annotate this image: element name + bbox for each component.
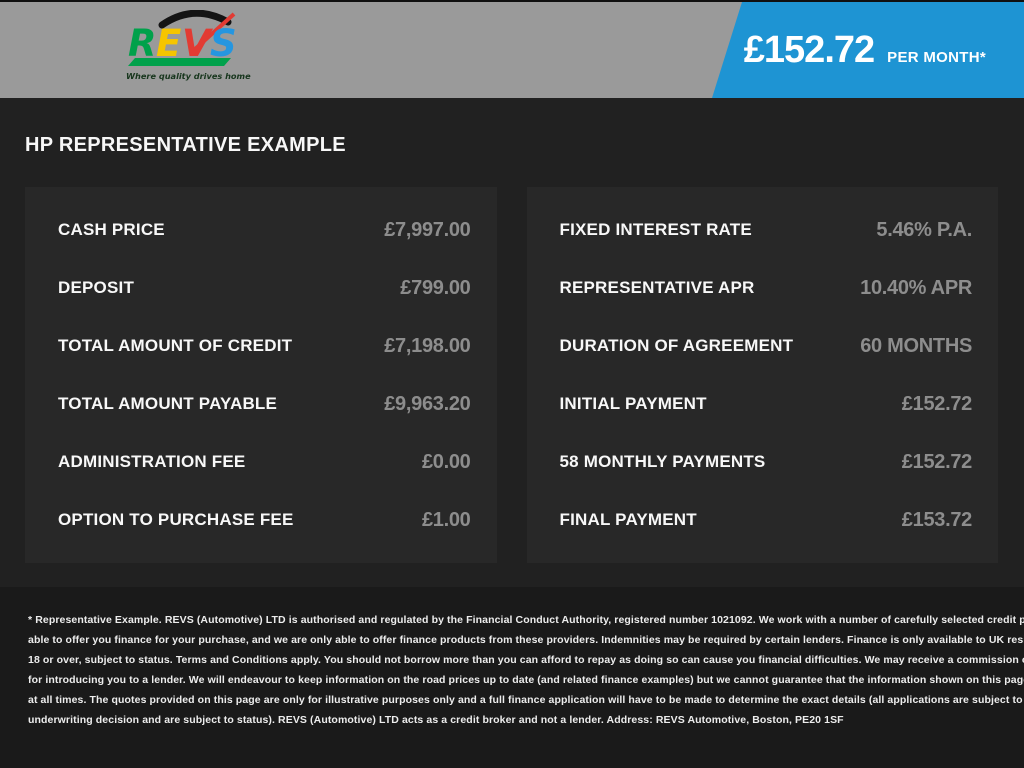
finance-panel-left: CASH PRICE £7,997.00 DEPOSIT £799.00 TOT… xyxy=(25,187,497,563)
finance-panels: CASH PRICE £7,997.00 DEPOSIT £799.00 TOT… xyxy=(25,187,998,563)
finance-row-value: £152.72 xyxy=(901,392,973,415)
finance-row: DURATION OF AGREEMENT 60 MONTHS xyxy=(560,317,973,375)
finance-row-label: FIXED INTEREST RATE xyxy=(559,220,752,239)
finance-row: INITIAL PAYMENT £152.72 xyxy=(560,375,973,433)
disclaimer-line: 18 or over, subject to status. Terms and… xyxy=(28,654,1024,666)
page-title: HP REPRESENTATIVE EXAMPLE xyxy=(25,134,346,156)
finance-row: TOTAL AMOUNT PAYABLE £9,963.20 xyxy=(58,375,471,433)
finance-row-label: DURATION OF AGREEMENT xyxy=(559,336,794,355)
logo-letter-e: E xyxy=(156,22,181,65)
monthly-price-amount: £152.72 xyxy=(743,28,875,71)
finance-row-label: TOTAL AMOUNT PAYABLE xyxy=(58,394,278,413)
finance-row-label: FINAL PAYMENT xyxy=(559,510,697,529)
revs-logo: R E V S Where quality drives home xyxy=(124,9,256,91)
finance-row-value: £153.72 xyxy=(901,508,973,531)
finance-row-label: CASH PRICE xyxy=(58,220,165,239)
finance-row-value: £0.00 xyxy=(421,450,471,473)
finance-row-value: £9,963.20 xyxy=(384,392,471,415)
finance-row-value: £1.00 xyxy=(421,508,471,531)
finance-row-value: £152.72 xyxy=(901,450,973,473)
logo-letter-r: R xyxy=(128,22,157,65)
finance-row-value: 10.40% APR xyxy=(860,276,972,299)
page-header: R E V S Where quality drives home £152.7… xyxy=(0,2,1024,98)
finance-row: DEPOSIT £799.00 xyxy=(58,259,471,317)
finance-row-label: ADMINISTRATION FEE xyxy=(58,452,246,471)
finance-row-value: 5.46% P.A. xyxy=(876,218,972,241)
finance-row: REPRESENTATIVE APR 10.40% APR xyxy=(560,259,973,317)
disclaimer-line: able to offer you finance for your purch… xyxy=(28,634,1024,646)
legal-disclaimer: * Representative Example. REVS (Automoti… xyxy=(0,587,1024,768)
finance-row-value: 60 MONTHS xyxy=(860,334,972,357)
disclaimer-line: underwriting decision and are subject to… xyxy=(28,714,844,726)
finance-row: ADMINISTRATION FEE £0.00 xyxy=(58,433,471,491)
monthly-price-content: £152.72 PER MONTH* xyxy=(744,29,986,72)
finance-row: TOTAL AMOUNT OF CREDIT £7,198.00 xyxy=(58,317,471,375)
finance-row-value: £7,997.00 xyxy=(384,218,471,241)
disclaimer-line: for introducing you to a lender. We will… xyxy=(28,674,1024,686)
finance-row: FIXED INTEREST RATE 5.46% P.A. xyxy=(560,201,973,259)
finance-row: FINAL PAYMENT £153.72 xyxy=(560,491,973,549)
logo-letter-s: S xyxy=(210,22,237,65)
finance-row: OPTION TO PURCHASE FEE £1.00 xyxy=(58,491,471,549)
monthly-price-suffix: PER MONTH* xyxy=(887,48,986,66)
logo-tagline: Where quality drives home xyxy=(126,71,251,81)
finance-panel-right: FIXED INTEREST RATE 5.46% P.A. REPRESENT… xyxy=(526,187,998,563)
top-border-line xyxy=(0,0,1024,2)
finance-row-value: £7,198.00 xyxy=(384,334,471,357)
finance-row-label: OPTION TO PURCHASE FEE xyxy=(58,510,294,529)
finance-row-label: DEPOSIT xyxy=(58,278,135,297)
finance-row: 58 MONTHLY PAYMENTS £152.72 xyxy=(560,433,973,491)
logo-letter-v: V xyxy=(182,22,214,65)
disclaimer-line: * Representative Example. REVS (Automoti… xyxy=(28,614,1024,626)
disclaimer-line: at all times. The quotes provided on thi… xyxy=(28,694,1024,706)
monthly-price-banner: £152.72 PER MONTH* xyxy=(712,2,1024,98)
finance-row-value: £799.00 xyxy=(400,276,471,299)
finance-row-label: 58 MONTHLY PAYMENTS xyxy=(559,452,766,471)
revs-logo-icon: R E V S Where quality drives home xyxy=(126,9,251,81)
finance-row-label: REPRESENTATIVE APR xyxy=(559,278,755,297)
finance-row-label: INITIAL PAYMENT xyxy=(559,394,707,413)
finance-row: CASH PRICE £7,997.00 xyxy=(58,201,471,259)
finance-row-label: TOTAL AMOUNT OF CREDIT xyxy=(58,336,293,355)
